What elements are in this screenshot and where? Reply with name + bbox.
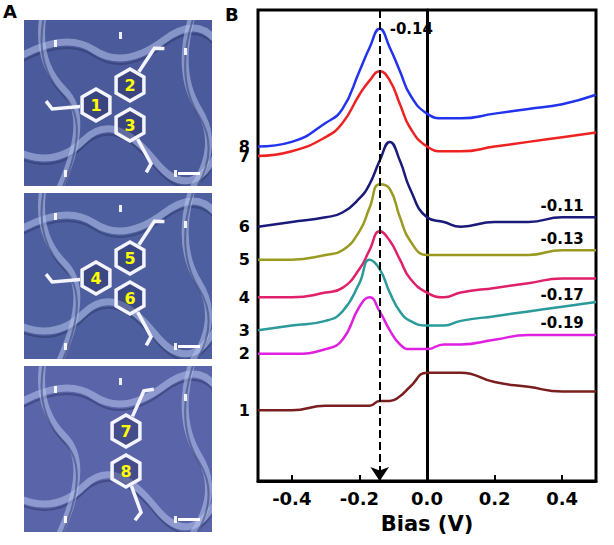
svg-text:A: A xyxy=(3,1,17,22)
svg-text:2: 2 xyxy=(239,344,250,363)
svg-text:3: 3 xyxy=(124,116,135,135)
svg-text:6: 6 xyxy=(239,217,250,236)
svg-text:-0.14: -0.14 xyxy=(390,20,433,38)
svg-text:1: 1 xyxy=(90,96,101,115)
svg-text:6: 6 xyxy=(124,289,135,308)
svg-text:Bias (V): Bias (V) xyxy=(381,512,474,536)
svg-text:0.2: 0.2 xyxy=(479,488,511,509)
svg-text:0.4: 0.4 xyxy=(546,488,578,509)
svg-text:-0.4: -0.4 xyxy=(272,488,311,509)
svg-text:4: 4 xyxy=(239,288,250,307)
svg-text:3: 3 xyxy=(239,321,250,340)
svg-text:4: 4 xyxy=(90,269,101,288)
svg-text:7: 7 xyxy=(120,422,131,441)
svg-text:-0.11: -0.11 xyxy=(541,197,584,215)
svg-text:7: 7 xyxy=(239,147,250,166)
svg-text:5: 5 xyxy=(239,250,250,269)
svg-text:-0.13: -0.13 xyxy=(541,230,584,248)
svg-text:-0.2: -0.2 xyxy=(340,488,379,509)
svg-text:0.0: 0.0 xyxy=(411,488,443,509)
svg-text:-0.17: -0.17 xyxy=(541,286,584,304)
svg-text:5: 5 xyxy=(124,249,135,268)
svg-text:8: 8 xyxy=(120,462,131,481)
svg-text:1: 1 xyxy=(239,401,250,420)
svg-text:2: 2 xyxy=(124,76,135,95)
svg-text:B: B xyxy=(225,4,239,25)
svg-text:-0.19: -0.19 xyxy=(541,314,584,332)
